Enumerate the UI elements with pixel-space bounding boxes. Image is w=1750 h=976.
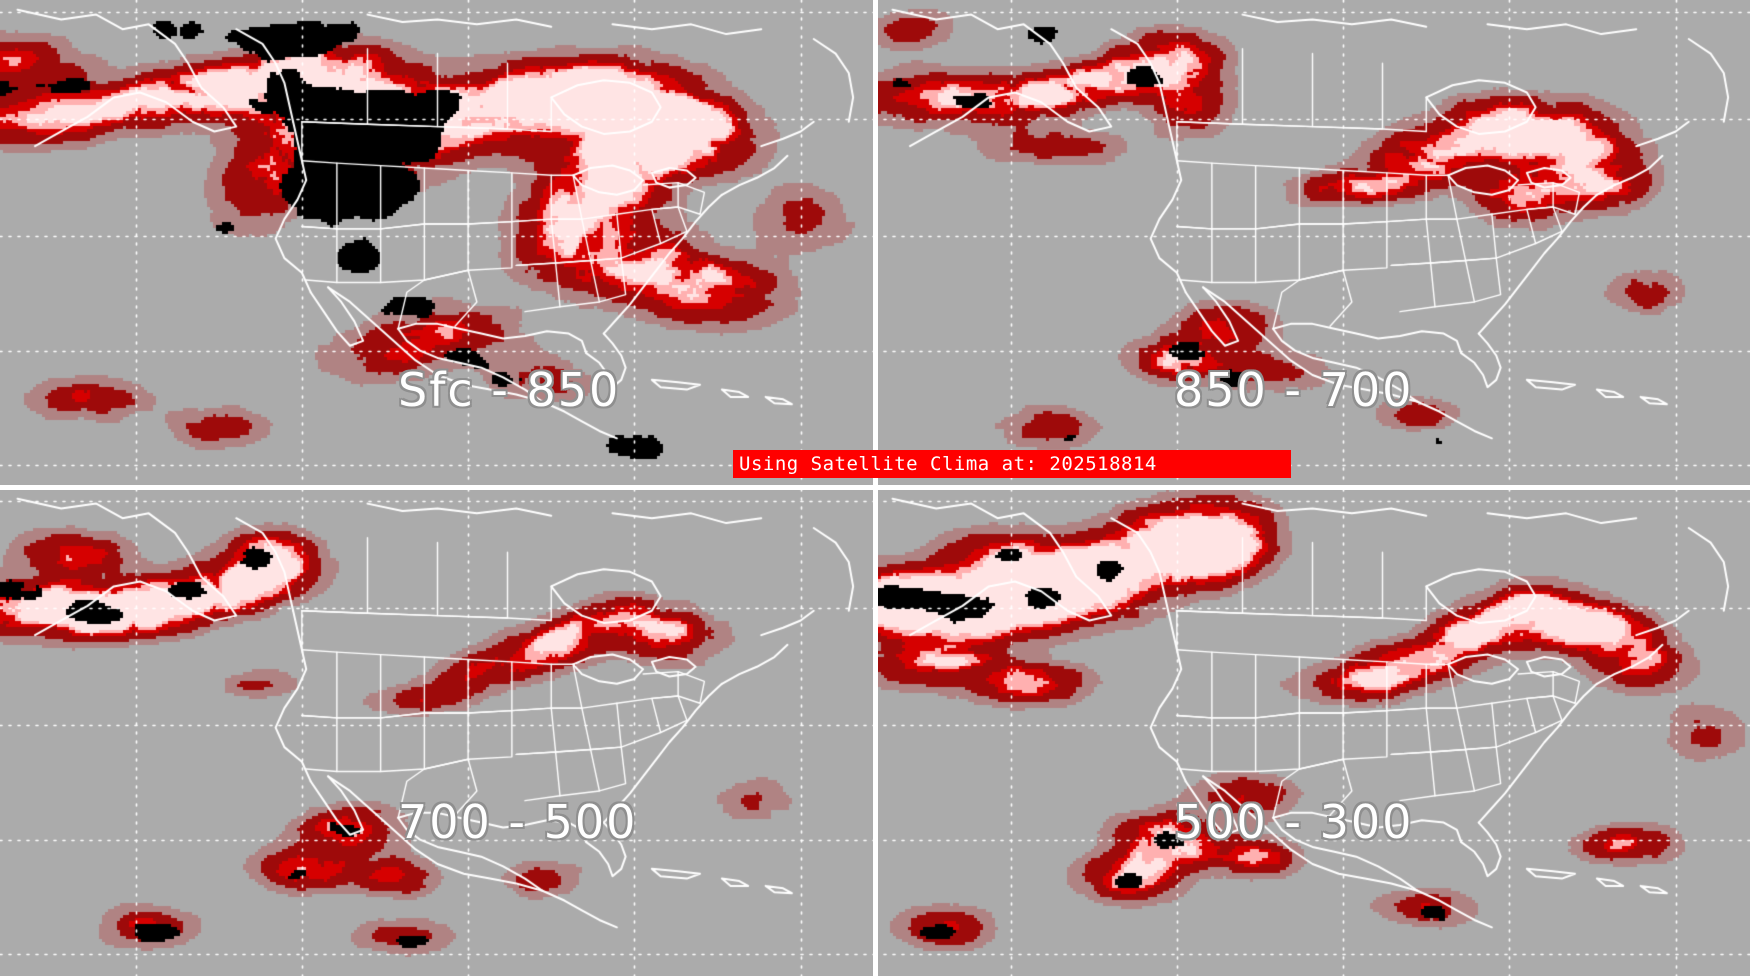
panel-sfc-850[interactable] bbox=[0, 0, 875, 487]
panel-sfc-850-map bbox=[0, 0, 875, 487]
panel-700-500-map bbox=[0, 489, 875, 976]
status-banner: Using Satellite Clima at: 202518814 bbox=[733, 450, 1291, 478]
panel-850-700[interactable] bbox=[875, 0, 1750, 487]
panel-850-700-map bbox=[875, 0, 1750, 487]
panel-700-500[interactable] bbox=[0, 489, 875, 976]
panel-divider-horizontal bbox=[0, 485, 1750, 490]
panel-500-300[interactable] bbox=[875, 489, 1750, 976]
panel-500-300-map bbox=[875, 489, 1750, 976]
